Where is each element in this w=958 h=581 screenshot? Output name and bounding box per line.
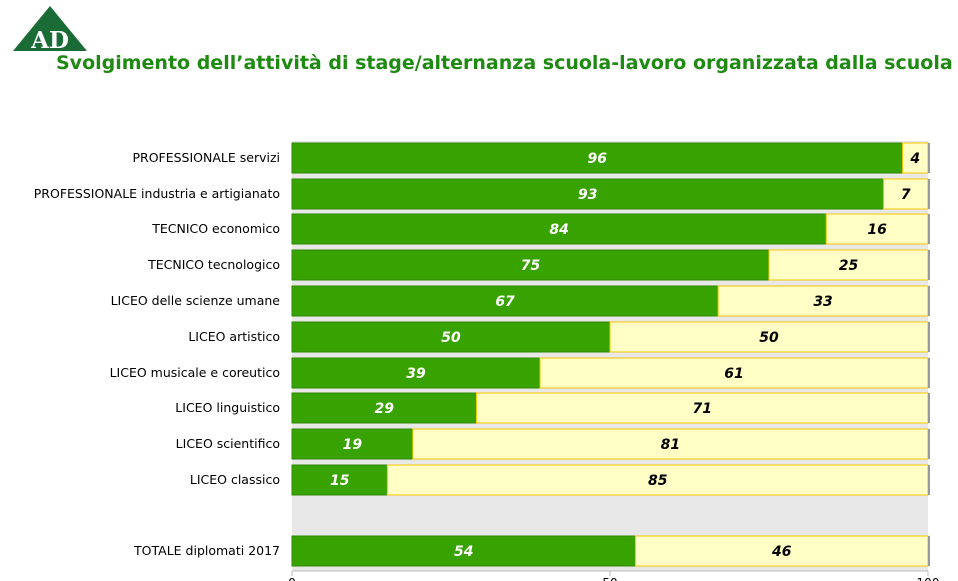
bar-end-shadow — [928, 536, 930, 566]
bar-yellow — [386, 464, 929, 496]
data-label: 85 — [648, 473, 668, 489]
bar-end-shadow — [928, 429, 930, 459]
x-tick-label: 100 — [917, 576, 940, 581]
data-label: 50 — [441, 330, 461, 346]
bar-end-shadow — [928, 465, 930, 495]
data-label: 4 — [909, 151, 920, 167]
data-label: 19 — [343, 437, 363, 453]
plot-background — [292, 141, 928, 571]
data-label: 54 — [454, 544, 473, 560]
data-label: 46 — [771, 544, 792, 560]
category-label: PROFESSIONALE servizi — [132, 150, 280, 165]
chart-title: Svolgimento dell’attività di stage/alter… — [56, 52, 953, 74]
bar-yellow — [882, 178, 929, 210]
bar-end-shadow — [928, 143, 930, 173]
bar-yellow — [768, 249, 929, 281]
data-label: 93 — [578, 187, 597, 203]
bar-yellow — [825, 213, 929, 245]
bar-green — [291, 428, 414, 460]
category-label: LICEO delle scienze umane — [111, 293, 281, 308]
data-label: 96 — [588, 151, 608, 167]
bar-green — [291, 464, 388, 496]
category-label: LICEO artistico — [188, 329, 280, 344]
data-label: 71 — [692, 401, 711, 417]
category-label: PROFESSIONALE industria e artigianato — [34, 186, 280, 201]
bar-yellow — [539, 357, 929, 389]
bar-end-shadow — [928, 393, 930, 423]
bar-green — [291, 321, 611, 353]
ad-logo: AD — [13, 6, 87, 54]
data-label: 75 — [521, 258, 541, 274]
data-label: 25 — [839, 258, 859, 274]
data-label: 50 — [759, 330, 779, 346]
category-label: LICEO classico — [190, 472, 280, 487]
category-label: LICEO linguistico — [175, 400, 280, 415]
bar-yellow — [717, 285, 929, 317]
bar-yellow — [475, 392, 929, 424]
x-tick-label: 0 — [288, 576, 296, 581]
data-label: 84 — [549, 222, 568, 238]
bar-green — [291, 142, 904, 174]
data-label: 7 — [901, 187, 911, 203]
data-label: 33 — [813, 294, 832, 310]
category-label: TECNICO tecnologico — [147, 257, 280, 272]
data-label: 61 — [724, 366, 743, 382]
bar-end-shadow — [928, 358, 930, 388]
bar-green — [291, 535, 636, 567]
x-tick-label: 50 — [602, 576, 617, 581]
data-label: 15 — [330, 473, 350, 489]
svg-text:AD: AD — [30, 27, 69, 54]
data-label: 39 — [406, 366, 426, 382]
data-label: 81 — [661, 437, 680, 453]
data-label: 16 — [867, 222, 887, 238]
category-label: LICEO scientifico — [176, 436, 280, 451]
data-label: 67 — [495, 294, 515, 310]
bar-green — [291, 213, 827, 245]
bar-yellow — [609, 321, 929, 353]
bar-green — [291, 249, 770, 281]
bar-end-shadow — [928, 179, 930, 209]
bar-end-shadow — [928, 286, 930, 316]
category-label: TOTALE diplomati 2017 — [133, 543, 280, 558]
bar-green — [291, 392, 477, 424]
bar-green — [291, 178, 884, 210]
category-label: TECNICO economico — [151, 221, 280, 236]
bar-yellow — [412, 428, 929, 460]
category-label: LICEO musicale e coreutico — [110, 365, 280, 380]
data-label: 29 — [374, 401, 394, 417]
bar-end-shadow — [928, 250, 930, 280]
bar-end-shadow — [928, 214, 930, 244]
bar-end-shadow — [928, 322, 930, 352]
